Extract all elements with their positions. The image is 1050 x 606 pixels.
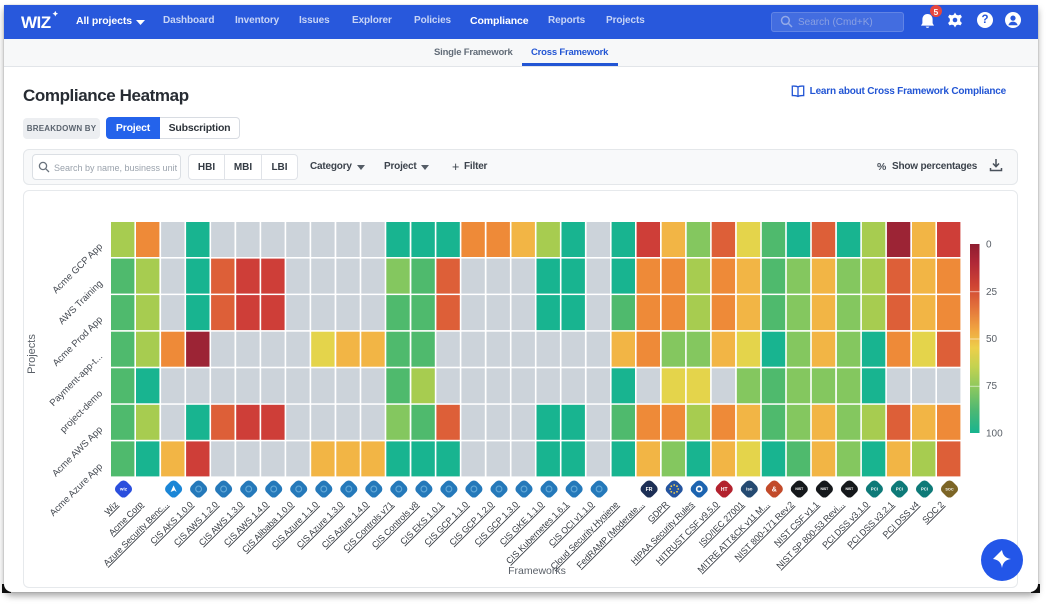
svg-text:50: 50 — [986, 334, 998, 345]
svg-text:WIZ: WIZ — [21, 13, 51, 32]
svg-text:100: 100 — [986, 429, 1003, 440]
svg-text:PCI: PCI — [921, 487, 928, 492]
svg-text:NIST: NIST — [846, 487, 855, 491]
svg-text:NIST: NIST — [821, 487, 830, 491]
svg-text:25: 25 — [986, 287, 998, 298]
svg-text:iso: iso — [746, 487, 753, 492]
svg-text:Frameworks: Frameworks — [508, 565, 566, 577]
svg-text:NIST: NIST — [795, 487, 804, 491]
svg-text:FR: FR — [646, 487, 653, 493]
svg-text:75: 75 — [986, 381, 998, 392]
svg-text:0: 0 — [986, 240, 992, 251]
svg-text:SOC: SOC — [945, 487, 953, 491]
svg-text:PCI: PCI — [871, 487, 878, 492]
svg-text:PCI: PCI — [896, 487, 903, 492]
svg-text:HT: HT — [721, 487, 728, 493]
svg-text:wiz: wiz — [119, 487, 128, 492]
svg-text:&: & — [772, 487, 777, 494]
svg-text:Projects: Projects — [26, 334, 38, 374]
svg-text:SOC 2: SOC 2 — [920, 499, 946, 525]
svg-text:Wiz: Wiz — [102, 499, 119, 516]
